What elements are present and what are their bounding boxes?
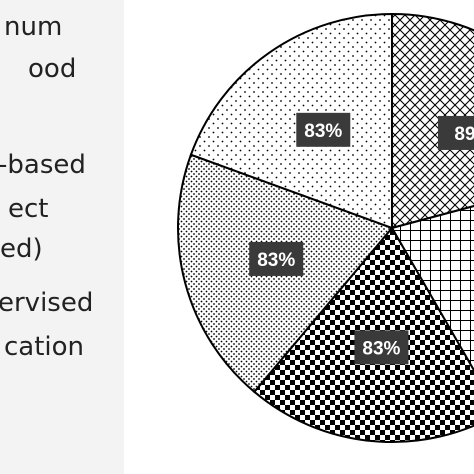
pie-slice	[189, 12, 393, 230]
legend-entry-text: num	[4, 12, 63, 42]
legend-entry-text: ood	[28, 54, 77, 84]
slice-data-label: 89	[437, 115, 474, 150]
slice-data-label: 83%	[249, 241, 304, 276]
slice-data-label: 83%	[296, 112, 351, 147]
slice-data-label: 83%	[354, 330, 409, 365]
slice-label-text: 83%	[257, 250, 295, 271]
legend-entry-text: cation	[4, 332, 85, 362]
legend-entry-text: ervised	[0, 288, 94, 318]
pie-slice	[390, 205, 474, 373]
slice-label-text: 83%	[304, 121, 342, 142]
slice-label-text: 83%	[362, 338, 400, 359]
slice-label-text: 89	[454, 124, 474, 145]
legend: num ood -based ect ed) ervised cation	[0, 0, 124, 474]
legend-entry-text: ect	[8, 194, 49, 224]
pie-slice	[391, 12, 474, 230]
legend-entry-text: -based	[0, 150, 86, 180]
legend-entry-text: ed)	[0, 234, 43, 264]
